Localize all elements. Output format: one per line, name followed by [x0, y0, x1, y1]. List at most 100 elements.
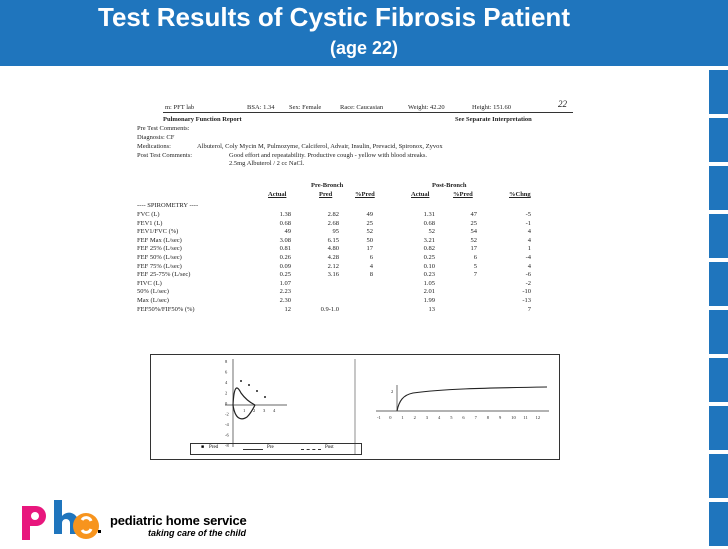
right-x-tick: 4 [438, 415, 441, 420]
col-pct-pred: %Pred [355, 191, 375, 198]
right-x-tick: 3 [426, 415, 429, 420]
cell-post-actual: 0.68 [423, 219, 435, 227]
cell-post-actual: 0.82 [423, 245, 435, 253]
cell-pct-pred: 52 [366, 228, 374, 236]
height-field: Height: 151.60 [472, 104, 511, 111]
section-spirometry: ---- SPIROMETRY ---- [137, 202, 199, 209]
cell-pct-change: -10 [522, 288, 531, 296]
cell-pct-pred: 8 [369, 271, 373, 279]
cell-pred: 2.12 [327, 262, 339, 270]
flow-volume-graphs: 8 6 4 2 0 -2 -4 -6 -8 1 2 3 4 -1 0 1 2 3 4 5 6 7 8 9 10 11 12 2 [150, 354, 560, 460]
cell-actual: 1.38 [279, 211, 291, 218]
cell-post-pct-pred: 5 [473, 262, 477, 270]
left-y-tick: 8 [225, 359, 228, 364]
left-y-tick: 4 [225, 380, 228, 385]
cell-label: FEV1 (L) [137, 219, 163, 227]
cell-pct-change: -1 [525, 219, 531, 227]
slide-title: Test Results of Cystic Fibrosis Patient [98, 2, 570, 32]
right-x-tick: 10 [511, 415, 516, 420]
brand-tagline: taking care of the child [148, 528, 247, 538]
phs-logo: pediatric home service taking care of th… [18, 496, 278, 544]
cell-pct-change: 4 [527, 228, 531, 236]
right-accent-bar [709, 66, 728, 546]
legend-pred: Pred [209, 445, 219, 450]
medications-label: Medications: [137, 143, 171, 150]
cell-actual: 49 [284, 228, 292, 236]
medications: Albuterol, Coly Mycin M, Pulmozyme, Calc… [197, 143, 443, 150]
right-x-tick: 12 [536, 415, 541, 420]
col-actual: Actual [268, 191, 287, 198]
cell-post-pct-pred: 25 [470, 219, 478, 227]
cell-post-actual: 0.23 [423, 271, 435, 279]
col-pct-change: %Chng [509, 191, 531, 198]
cell-pred: 2.68 [327, 219, 339, 227]
right-x-tick: 2 [414, 415, 416, 420]
cell-post-actual: 0.25 [423, 254, 435, 261]
cell-actual: 2.30 [279, 297, 291, 304]
right-x-tick: 11 [523, 415, 527, 420]
cell-label: FEF50%/FIF50% (%) [137, 305, 195, 313]
left-x-tick: 1 [243, 408, 245, 413]
bsa-field: BSA: 1.34 [247, 104, 275, 111]
cell-pct-change: 7 [527, 305, 531, 313]
cell-post-pct-pred: 7 [473, 271, 477, 279]
legend-post: Post [325, 445, 334, 450]
cell-label: FEF Max (L/sec) [137, 236, 182, 244]
left-y-tick: 6 [225, 370, 228, 375]
brand-name: pediatric home service [110, 513, 247, 528]
right-x-tick: 1 [401, 415, 403, 420]
cell-pct-change: -6 [525, 271, 531, 279]
sex-field: Sex: Female [289, 104, 322, 111]
cell-actual: 0.25 [279, 271, 291, 279]
cell-label: FEF 25-75% (L/sec) [137, 271, 191, 279]
cell-post-actual: 52 [428, 228, 436, 236]
phs-logo-mark [22, 500, 101, 540]
cell-post-pct-pred: 6 [473, 254, 477, 261]
cell-post-pct-pred: 52 [470, 236, 478, 244]
left-y-tick: -4 [225, 422, 229, 427]
slide-subtitle: (age 22) [329, 38, 399, 58]
cell-pred: 2.82 [327, 211, 339, 218]
cell-pred: 95 [332, 228, 340, 236]
cell-label: FEF 25% (L/sec) [137, 245, 182, 253]
cell-pct-pred: 50 [366, 236, 374, 244]
cell-pred: 4.28 [327, 254, 339, 261]
cell-label: FEV1/FVC (%) [137, 228, 179, 236]
cell-pred: 6.15 [327, 236, 339, 244]
cell-post-actual: 1.31 [423, 211, 435, 218]
cell-post-actual: 3.21 [423, 236, 435, 244]
right-x-tick: 6 [462, 415, 465, 420]
cell-label: FEF 75% (L/sec) [137, 262, 182, 270]
cell-actual: 0.81 [279, 245, 291, 253]
post-test-label: Post Test Comments: [137, 152, 193, 159]
cell-post-pct-pred: 17 [470, 245, 478, 253]
unit-field: m: PFT lab [165, 104, 195, 111]
diagnosis: Diagnosis: CF [137, 134, 175, 141]
cell-actual: 0.26 [279, 254, 291, 261]
right-x-tick: 0 [389, 415, 392, 420]
pre-bronch-header: Pre-Bronch [311, 182, 344, 189]
right-volume-time [376, 385, 549, 412]
right-y-tick: 2 [391, 389, 393, 394]
cell-actual: 1.07 [279, 279, 291, 287]
post-test-comment-2: 2.5mg Albuterol / 2 cc NaCl. [229, 160, 305, 167]
post-test-comment-1: Good effort and repeatability. Productiv… [229, 152, 428, 159]
right-x-tick: 5 [450, 415, 453, 420]
cell-label: FVC (L) [137, 211, 160, 218]
cell-pct-change: -4 [525, 254, 531, 261]
cell-pct-change: -13 [522, 297, 531, 304]
post-bronch-header: Post-Bronch [432, 182, 467, 189]
left-y-tick: -8 [225, 443, 229, 448]
left-y-tick: 2 [225, 391, 227, 396]
cell-pred: 3.16 [327, 271, 339, 279]
left-flow-loop [225, 359, 287, 447]
report-heading: Pulmonary Function Report [163, 116, 242, 123]
cell-label: FIVC (L) [137, 279, 162, 287]
cell-pct-change: -5 [525, 211, 531, 218]
cell-post-actual: 13 [428, 305, 436, 313]
handwritten-note: 22 [558, 99, 567, 109]
cell-post-actual: 1.99 [423, 297, 435, 304]
cell-pct-pred: 4 [369, 262, 373, 270]
right-x-tick: -1 [377, 415, 381, 420]
